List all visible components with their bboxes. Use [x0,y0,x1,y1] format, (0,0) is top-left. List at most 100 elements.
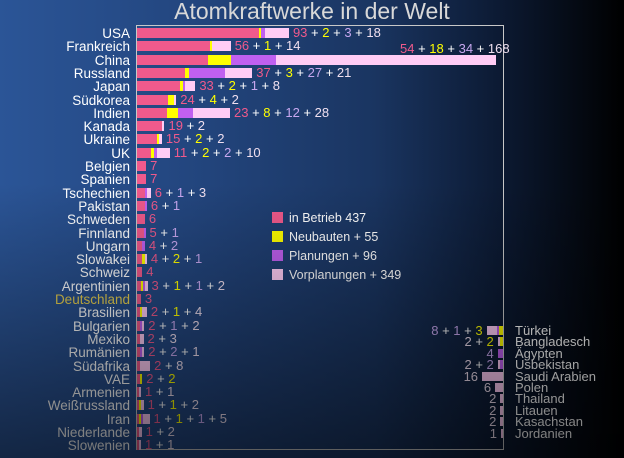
bar-betrieb [137,214,145,225]
value-label: 4 [205,91,217,107]
bar-betrieb [137,121,162,132]
plus-sign: + [351,25,363,40]
bar-value-text: 2 + 2 [146,372,175,385]
bar-value-text: 5 + 1 [150,226,179,239]
country-label: Pakistan [78,198,130,214]
bar-vorplanung [141,320,145,331]
value-label: 1 [194,410,205,426]
bar-betrieb [137,107,168,118]
bar-betrieb [137,28,259,38]
bar-betrieb [137,41,211,52]
plus-sign: + [329,25,341,40]
plus-sign: + [231,144,243,160]
value-label: 3 [340,25,352,40]
bar-vorplanung [193,107,230,118]
bar-neubau [499,326,503,335]
bar-vorplanung [141,400,144,411]
bar-value-text: 4 + 2 + 1 [151,252,202,265]
country-label: Frankreich [66,39,130,55]
legend-item-vorplanung: Vorplanungen + 349 [272,265,401,284]
value-label: 2 [214,277,225,293]
plus-sign: + [473,40,485,56]
legend-item-planung: Planungen + 96 [272,246,401,265]
legend-label: in Betrieb 437 [289,210,367,225]
value-label: 2 [198,144,210,160]
value-label: 2 [318,25,330,40]
country-label: Belgien [84,159,130,174]
plus-sign: + [158,197,170,213]
country-label: Tschechien [62,185,130,201]
bar-vorplanung [146,187,151,198]
plus-sign: + [292,64,305,80]
value-label: 2 [169,251,181,267]
bar-vorplanung [224,67,253,78]
bar-betrieb [137,161,147,171]
bar-betrieb [137,294,141,304]
bar-value-text: 1 + 1 [145,385,174,398]
value-label: 1 [170,277,181,293]
bar-value-text: 93 + 2 + 3 + 18 [293,26,381,39]
bar-vorplanung [497,360,501,370]
plus-sign: + [152,437,164,453]
bar-value-text: 1 [490,427,497,440]
value-label: 1 [192,277,203,293]
value-label: 2 [220,144,232,160]
bar-value-text: 6 + 1 + 3 [155,186,206,199]
value-label: 8 [259,104,271,120]
country-label: Niederlande [57,425,130,440]
value-label: 2 [188,317,200,333]
bar-value-text: 7 [150,159,157,172]
country-label: Mexiko [87,331,130,347]
value-label: 28 [311,104,330,120]
value-label: 18 [425,40,444,56]
plus-sign: + [158,277,170,293]
bar-value-text: 1 + 1 [145,438,174,451]
bar-planung [497,326,500,335]
bar-vorplanung [497,337,501,347]
bar-value-text: 6 + 1 [151,199,180,212]
bar-planung [497,348,503,358]
bar-value-text: 15 + 2 + 2 [166,132,225,145]
plus-sign: + [248,104,260,120]
bar-vorplanung [139,440,141,451]
bar-value-text: 4 [146,265,153,278]
value-label: 23 [234,104,249,120]
country-label: Südkorea [72,92,130,108]
plus-sign: + [471,334,483,350]
plus-sign: + [270,104,282,120]
bar-vorplanung [275,54,496,65]
value-label: 21 [333,64,352,80]
plus-sign: + [204,410,217,426]
bar-vorplanung [139,387,141,398]
bar-planung [144,200,147,211]
bar-value-text: 54 + 18 + 34 + 168 [400,42,510,55]
value-label: 14 [282,38,301,54]
bar-vorplanung [500,417,503,427]
value-label: 1 [169,197,181,213]
legend-swatch [272,212,283,223]
value-label: 10 [242,144,261,160]
bar-vorplanung [161,121,165,132]
value-label: 5 [216,410,227,426]
bar-vorplanung [500,394,503,404]
country-label: Ukraine [83,132,130,148]
country-label: Brasilien [78,305,130,321]
plus-sign: + [307,25,319,40]
bar-value-text: 7 [150,172,157,185]
bar-value-text: 56 + 1 + 14 [235,39,301,52]
bar-vorplanung [144,254,147,265]
bar-betrieb [137,200,145,211]
country-label: Kanada [83,119,130,135]
bar-vorplanung [143,413,150,424]
plus-sign: + [180,277,193,293]
plus-sign: + [438,323,450,338]
plus-sign: + [180,251,192,267]
bar-value-text: 2 + 8 [154,359,183,372]
value-label: 168 [484,40,510,56]
country-label: Weißrussland [47,398,130,414]
value-label: 1 [260,38,272,54]
plus-sign: + [194,91,206,107]
value-label: 34 [454,40,474,56]
bar-value-text: 3 + 1 + 1 + 2 [152,279,225,292]
bar-vorplanung [144,280,148,291]
